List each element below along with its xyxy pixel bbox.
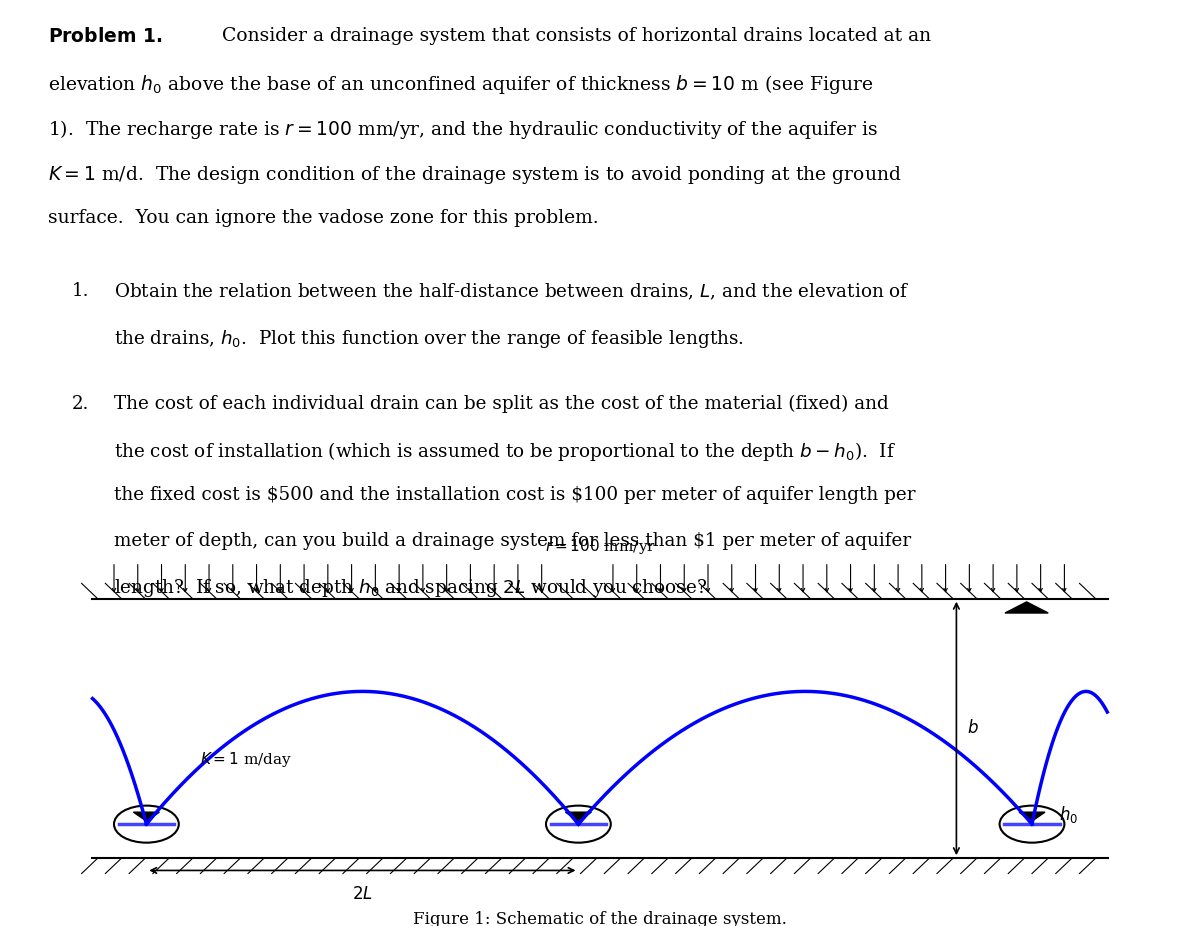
Polygon shape: [565, 812, 592, 821]
Text: $2L$: $2L$: [352, 886, 373, 903]
Text: the drains, $h_0$.  Plot this function over the range of feasible lengths.: the drains, $h_0$. Plot this function ov…: [114, 328, 744, 350]
Text: the fixed cost is \$500 and the installation cost is \$100 per meter of aquifer : the fixed cost is \$500 and the installa…: [114, 486, 916, 504]
Text: Figure 1: Schematic of the drainage system.: Figure 1: Schematic of the drainage syst…: [413, 910, 787, 926]
Text: 1).  The recharge rate is $r = 100$ mm/yr, and the hydraulic conductivity of the: 1). The recharge rate is $r = 100$ mm/yr…: [48, 119, 878, 141]
Text: $b$: $b$: [967, 720, 979, 737]
Text: Obtain the relation between the half-distance between drains, $L$, and the eleva: Obtain the relation between the half-dis…: [114, 282, 910, 302]
Polygon shape: [1019, 812, 1045, 821]
Text: the cost of installation (which is assumed to be proportional to the depth $b - : the cost of installation (which is assum…: [114, 441, 896, 463]
Text: The cost of each individual drain can be split as the cost of the material (fixe: The cost of each individual drain can be…: [114, 394, 889, 413]
Text: meter of depth, can you build a drainage system for less than \$1 per meter of a: meter of depth, can you build a drainage…: [114, 532, 911, 550]
Text: length?  If so, what depth $h_0$ and spacing $2L$ would you choose?: length? If so, what depth $h_0$ and spac…: [114, 578, 707, 599]
Polygon shape: [133, 812, 160, 821]
Text: 1.: 1.: [72, 282, 90, 300]
Text: surface.  You can ignore the vadose zone for this problem.: surface. You can ignore the vadose zone …: [48, 209, 599, 228]
Text: $K = 1$ m/d.  The design condition of the drainage system is to avoid ponding at: $K = 1$ m/d. The design condition of the…: [48, 164, 901, 186]
Text: $\mathbf{Problem\ 1.}$: $\mathbf{Problem\ 1.}$: [48, 27, 162, 46]
Polygon shape: [1006, 602, 1049, 613]
Text: elevation $h_0$ above the base of an unconfined aquifer of thickness $b = 10$ m : elevation $h_0$ above the base of an unc…: [48, 72, 874, 95]
Text: $h_0$: $h_0$: [1060, 805, 1078, 825]
Text: $r = 100$ mm/yr: $r = 100$ mm/yr: [545, 536, 655, 556]
Text: $K = 1$ m/day: $K = 1$ m/day: [200, 750, 293, 769]
Text: 2.: 2.: [72, 394, 89, 413]
Text: Consider a drainage system that consists of horizontal drains located at an: Consider a drainage system that consists…: [222, 27, 931, 44]
